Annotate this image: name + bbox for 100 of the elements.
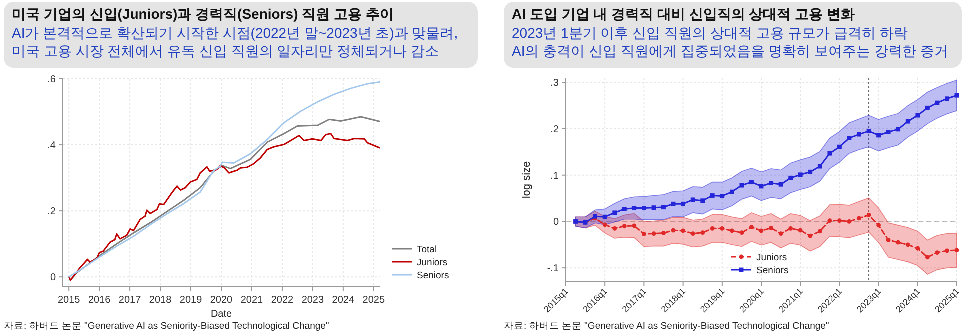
point <box>652 232 656 236</box>
point <box>642 232 646 236</box>
point <box>662 205 666 210</box>
point <box>730 228 734 234</box>
x-tick-label: 2020 <box>210 295 234 306</box>
point <box>740 230 744 236</box>
point <box>828 218 832 223</box>
point <box>808 234 813 238</box>
point <box>602 214 608 220</box>
x-tick-label: 2015 <box>58 295 81 306</box>
point <box>700 230 706 236</box>
point <box>857 216 862 221</box>
point <box>935 250 940 255</box>
point <box>925 106 930 110</box>
point <box>876 133 881 138</box>
point <box>681 202 686 206</box>
point <box>916 113 920 118</box>
legend-label: Seniors <box>756 266 789 276</box>
point <box>720 194 725 198</box>
point <box>798 172 803 178</box>
point <box>700 198 706 204</box>
point <box>886 130 891 134</box>
point <box>906 242 910 248</box>
chart-subtitle: 2023년 1분기 이후 신입 직원의 상대적 고용 규모가 급격히 하락 AI의 충격이 신입 직원에게 집중되었음을 명확히 보여주는 강력한 증거 <box>512 25 948 59</box>
y-tick-label: 0 <box>553 217 560 228</box>
y-tick-label: -.1 <box>547 264 560 275</box>
y-tick-label: .2 <box>550 124 560 136</box>
point <box>828 151 832 156</box>
point <box>788 176 794 180</box>
point <box>750 225 754 230</box>
point <box>710 226 715 231</box>
point <box>906 119 910 124</box>
chart-title: 미국 기업의 신입(Juniors)과 경력직(Seniors) 직원 고용 추이 <box>12 6 394 22</box>
x-axis-title: Date <box>210 309 232 320</box>
point <box>681 228 686 234</box>
y-tick-label: .3 <box>550 78 560 90</box>
point <box>662 231 666 236</box>
point <box>622 207 627 212</box>
point <box>838 218 842 223</box>
point <box>612 226 618 231</box>
point <box>876 223 881 228</box>
point <box>778 182 784 187</box>
point <box>954 248 960 253</box>
x-tick-label: 2022 <box>271 295 294 306</box>
chart-subtitle: AI가 본격적으로 확산되기 시작한 시점(2022년 말~2023년 초)과 맞물려, 미국 고용 시장 전체에서 유독 신입 직원의 일자리만 정체되거나 감소 <box>12 25 458 59</box>
point <box>720 226 725 231</box>
point <box>759 228 764 234</box>
point <box>896 240 901 245</box>
x-tick-label: 2016 <box>88 295 112 306</box>
point <box>925 255 930 260</box>
legend-label: Juniors <box>417 258 448 268</box>
point <box>916 246 920 251</box>
point <box>769 226 774 230</box>
point <box>632 224 637 228</box>
point <box>671 228 676 233</box>
point <box>690 232 696 236</box>
point <box>642 206 646 210</box>
y-tick-label: .4 <box>48 140 56 152</box>
point <box>866 129 872 134</box>
x-tick-label: 2019 <box>180 295 203 306</box>
legend-label: Seniors <box>417 270 450 282</box>
x-tick-label: 2023 <box>302 295 324 306</box>
point <box>769 181 774 186</box>
line-series <box>68 82 380 278</box>
point <box>847 220 852 224</box>
chart-title: AI 도입 기업 내 경력직 대비 신입직의 상대적 고용 변화 <box>512 6 856 22</box>
point <box>808 170 813 174</box>
text: 자료: 하버드 논문 "Generative AI as Seniority-Biased Technological Change" <box>504 321 830 332</box>
x-tick-label: 2025 <box>362 295 386 306</box>
y-tick-label: .1 <box>550 170 560 182</box>
point <box>730 190 734 194</box>
point <box>866 213 872 218</box>
legend-label: Juniors <box>756 252 788 264</box>
point <box>838 144 842 150</box>
y-tick-label: 0 <box>50 272 56 284</box>
text: 자료: 하버드 논문 "Generative AI as Seniority-Biased Technological Change" <box>4 321 330 332</box>
y-tick-label: .6 <box>48 74 56 86</box>
point <box>622 224 627 229</box>
point <box>896 127 901 132</box>
point <box>798 228 803 233</box>
point <box>818 164 822 169</box>
point <box>945 248 950 254</box>
point <box>710 194 715 198</box>
point <box>690 198 696 202</box>
point <box>778 232 784 236</box>
x-tick-label: 2021 <box>240 295 264 306</box>
point <box>954 93 960 98</box>
point <box>750 180 754 185</box>
point <box>652 206 656 210</box>
point <box>818 229 822 234</box>
point <box>886 238 891 242</box>
point <box>740 183 744 188</box>
y-axis-title: log size <box>521 161 533 199</box>
x-tick-label: 2024 <box>332 295 355 306</box>
point <box>612 210 618 216</box>
point <box>602 222 608 228</box>
legend-label: Total <box>417 244 438 256</box>
point <box>857 132 862 137</box>
point <box>847 136 852 140</box>
point <box>788 226 794 231</box>
